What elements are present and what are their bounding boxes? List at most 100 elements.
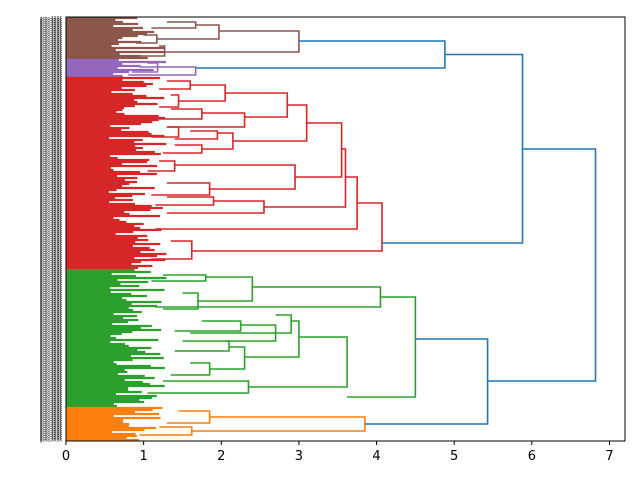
leaf-label: gene-XXXX bbox=[40, 268, 62, 273]
leaf-gap bbox=[142, 209, 165, 213]
leaf-label: gene-XXXX bbox=[40, 84, 62, 89]
link-blue bbox=[195, 40, 446, 69]
link-red bbox=[147, 160, 176, 172]
leaf-label: gene-XXXX bbox=[40, 238, 62, 243]
link-brown bbox=[156, 24, 220, 40]
x-tick-label: 5 bbox=[450, 449, 458, 464]
link-brown bbox=[135, 34, 158, 44]
leaf-label: gene-XXXX bbox=[40, 120, 62, 125]
leaf-label: gene-XXXX bbox=[40, 234, 62, 239]
leaf-label: gene-XXXX bbox=[40, 130, 62, 135]
leaf-label: gene-XXXX bbox=[40, 198, 62, 203]
leaf-label: gene-XXXX bbox=[40, 246, 62, 251]
link-red bbox=[155, 196, 215, 206]
link-green bbox=[248, 336, 348, 388]
leaf-label: gene-XXXX bbox=[40, 260, 62, 265]
leaf-label: gene-XXXX bbox=[40, 86, 62, 91]
leaf-gap bbox=[130, 17, 151, 21]
link-green bbox=[197, 276, 254, 302]
leaf-label: gene-XXXX bbox=[40, 56, 62, 61]
leaf-label: gene-XXXX bbox=[40, 192, 62, 197]
leaf-label: gene-XXXX bbox=[40, 98, 62, 103]
link-green bbox=[147, 380, 250, 394]
leaf-gap bbox=[128, 89, 141, 93]
leaf-label: gene-XXXX bbox=[40, 44, 62, 49]
leaf-label: gene-XXXX bbox=[40, 172, 62, 177]
leaf-label: gene-XXXX bbox=[40, 358, 62, 363]
leaf-label: gene-XXXX bbox=[40, 276, 62, 281]
leaf-label: gene-XXXX bbox=[40, 316, 62, 321]
leaf-label: gene-XXXX bbox=[40, 110, 62, 115]
leaf-gap bbox=[143, 121, 167, 125]
leaf-gap bbox=[139, 161, 165, 165]
leaf-label: gene-XXXX bbox=[40, 274, 62, 279]
leaf-label: gene-XXXX bbox=[40, 90, 62, 95]
leaf-label: gene-XXXX bbox=[40, 224, 62, 229]
leaf-label: gene-XXXX bbox=[40, 426, 62, 431]
leaf-label: gene-XXXX bbox=[40, 270, 62, 275]
leaf-label: gene-XXXX bbox=[40, 318, 62, 323]
leaf-label: gene-XXXX bbox=[40, 402, 62, 407]
leaf-label: gene-XXXX bbox=[40, 326, 62, 331]
link-orange bbox=[166, 410, 211, 424]
leaf-label: gene-XXXX bbox=[40, 178, 62, 183]
leaf-label: gene-XXXX bbox=[40, 418, 62, 423]
leaf-gap bbox=[147, 165, 164, 169]
leaf-label: gene-XXXX bbox=[40, 338, 62, 343]
leaf-label: gene-XXXX bbox=[40, 148, 62, 153]
leaf-label: gene-XXXX bbox=[40, 396, 62, 401]
leaf-label: gene-XXXX bbox=[40, 184, 62, 189]
leaf-label: gene-XXXX bbox=[40, 386, 62, 391]
leaf-label: gene-XXXX bbox=[40, 18, 62, 23]
leaf-label: gene-XXXX bbox=[40, 304, 62, 309]
leaf-label: gene-XXXX bbox=[40, 30, 62, 35]
leaf-gap bbox=[151, 229, 174, 233]
leaf-label: gene-XXXX bbox=[40, 278, 62, 283]
leaf-label: gene-XXXX bbox=[40, 154, 62, 159]
leaf-label: gene-XXXX bbox=[40, 370, 62, 375]
leaf-label: gene-XXXX bbox=[40, 306, 62, 311]
leaf-gap bbox=[154, 289, 177, 293]
leaf-label: gene-XXXX bbox=[40, 436, 62, 441]
leaf-label: gene-XXXX bbox=[40, 52, 62, 57]
leaf-label: gene-XXXX bbox=[40, 230, 62, 235]
link-red bbox=[163, 144, 203, 154]
link-red bbox=[151, 182, 211, 196]
leaf-label: gene-XXXX bbox=[40, 366, 62, 371]
link-brown bbox=[164, 30, 300, 53]
leaf-label: gene-XXXX bbox=[40, 66, 62, 71]
leaf-label: gene-XXXX bbox=[40, 158, 62, 163]
leaf-label: gene-XXXX bbox=[40, 186, 62, 191]
leaf-label: gene-XXXX bbox=[40, 420, 62, 425]
leaf-gap bbox=[154, 357, 181, 361]
leaf-label: gene-XXXX bbox=[40, 196, 62, 201]
leaf-label: gene-XXXX bbox=[40, 342, 62, 347]
leaf-gap bbox=[130, 181, 143, 185]
leaf-label: gene-XXXX bbox=[40, 164, 62, 169]
leaf-label: gene-XXXX bbox=[40, 104, 62, 109]
leaf-label: gene-XXXX bbox=[40, 294, 62, 299]
leaf-label: gene-XXXX bbox=[40, 174, 62, 179]
leaf-gap bbox=[139, 57, 157, 61]
leaf-label: gene-XXXX bbox=[40, 140, 62, 145]
leaf-label: gene-XXXX bbox=[40, 368, 62, 373]
x-tick-label: 3 bbox=[295, 449, 303, 464]
leaf-label: gene-XXXX bbox=[40, 138, 62, 143]
leaf-label: gene-XXXX bbox=[40, 112, 62, 117]
leaf-label: gene-XXXX bbox=[40, 302, 62, 307]
link-blue bbox=[364, 338, 489, 425]
link-red bbox=[151, 240, 193, 260]
leaf-gap bbox=[151, 329, 168, 333]
link-red bbox=[159, 94, 180, 108]
leaf-label: gene-XXXX bbox=[40, 126, 62, 131]
leaf-label: gene-XXXX bbox=[40, 168, 62, 173]
link-orange bbox=[139, 426, 193, 436]
leaf-label: gene-XXXX bbox=[40, 414, 62, 419]
leaf-label: gene-XXXX bbox=[40, 116, 62, 121]
leaf-label: gene-XXXX bbox=[40, 70, 62, 75]
link-green bbox=[244, 320, 300, 358]
leaf-label: gene-XXXX bbox=[40, 288, 62, 293]
leaf-label: gene-XXXX bbox=[40, 74, 62, 79]
leaf-label: gene-XXXX bbox=[40, 38, 62, 43]
leaf-label: gene-XXXX bbox=[40, 416, 62, 421]
